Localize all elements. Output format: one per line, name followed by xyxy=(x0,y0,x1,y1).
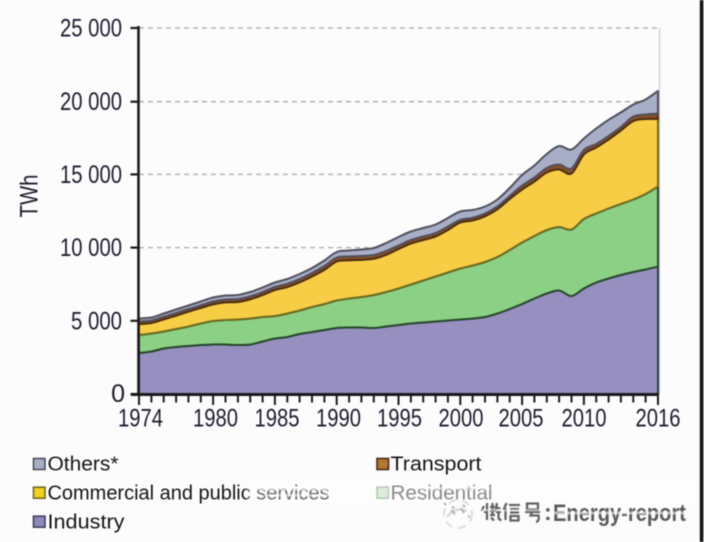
svg-text:15 000: 15 000 xyxy=(60,161,122,189)
svg-text:0: 0 xyxy=(111,380,125,408)
svg-text:Industry: Industry xyxy=(48,512,125,534)
svg-text:Transport: Transport xyxy=(391,454,482,476)
svg-text:1980: 1980 xyxy=(193,405,238,433)
svg-text:TWh: TWh xyxy=(16,175,44,218)
svg-text:Others*: Others* xyxy=(48,454,119,476)
svg-text:2010: 2010 xyxy=(562,405,607,433)
svg-text:1995: 1995 xyxy=(377,405,422,433)
svg-text:20 000: 20 000 xyxy=(60,88,122,116)
svg-text:2000: 2000 xyxy=(439,405,484,433)
svg-text:10 000: 10 000 xyxy=(60,234,122,262)
svg-text::: : xyxy=(544,499,552,525)
svg-text:25 000: 25 000 xyxy=(60,15,122,43)
svg-text:2005: 2005 xyxy=(499,405,544,433)
svg-text:1990: 1990 xyxy=(316,405,361,433)
svg-text:1974: 1974 xyxy=(118,405,163,433)
svg-text:5 000: 5 000 xyxy=(71,307,122,335)
svg-text:2016: 2016 xyxy=(636,405,681,433)
svg-text:Residential: Residential xyxy=(391,483,493,505)
svg-text:1985: 1985 xyxy=(255,405,300,433)
